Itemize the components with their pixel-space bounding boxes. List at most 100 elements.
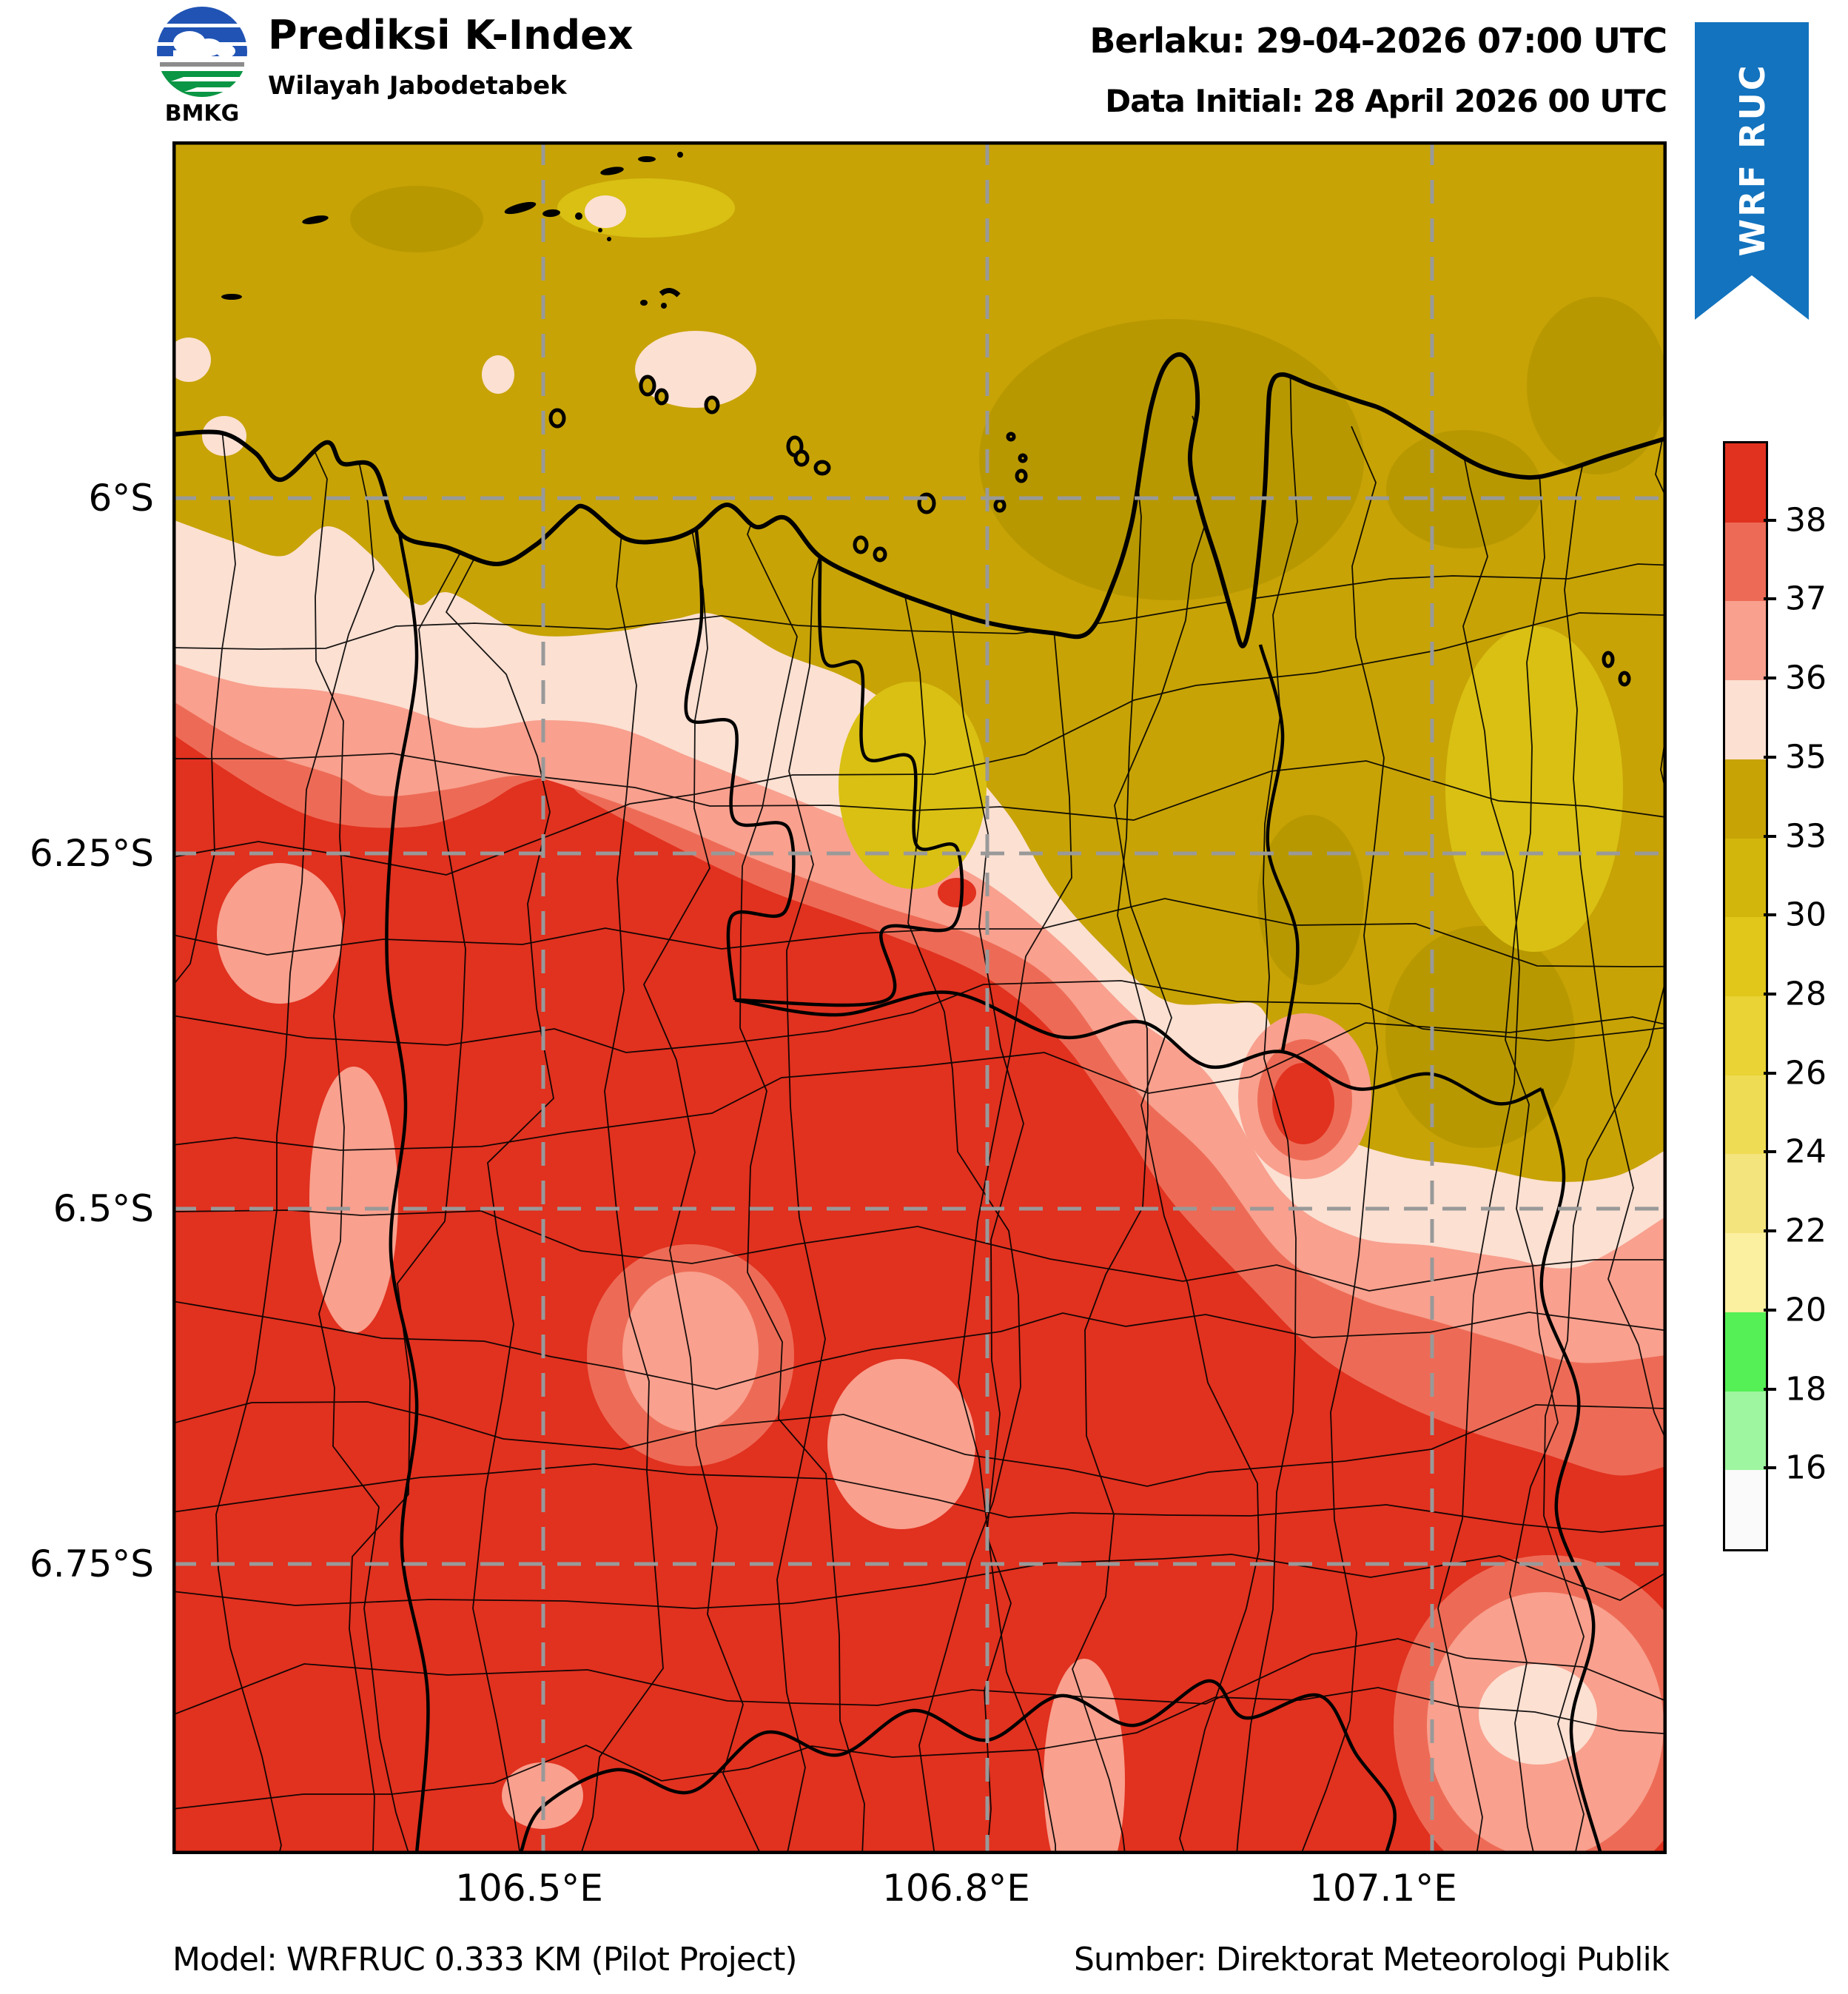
colorbar-tick-label: 38 — [1785, 501, 1827, 540]
colorbar-segment — [1725, 1312, 1766, 1392]
sea-pale-patch — [172, 338, 211, 382]
colorbar-segment — [1725, 996, 1766, 1075]
island-outline — [1006, 432, 1016, 442]
source-footnote: Sumber: Direktorat Meteorologi Publik — [1074, 1941, 1670, 1978]
page-subtitle: Wilayah Jabodetabek — [268, 71, 567, 101]
south-salmon-patch — [622, 1272, 759, 1431]
island-mark — [302, 215, 329, 224]
province-boundary-line — [1539, 1088, 1603, 1854]
province-boundary-line — [684, 507, 796, 1001]
colorbar-tick-label: 20 — [1785, 1291, 1827, 1329]
district-boundary-line — [349, 359, 476, 1854]
district-boundary-line — [1114, 415, 1260, 1854]
colorbar-tick-mark — [1764, 913, 1776, 917]
lat-tick-625S: 6.25°S — [29, 832, 154, 875]
colorbar-tick-mark — [1764, 677, 1776, 680]
island-mark — [677, 152, 683, 158]
colorbar-segment — [1725, 1075, 1766, 1155]
district-boundary-line — [172, 1687, 1667, 1810]
province-boundary-line — [734, 556, 964, 1007]
island-mark — [504, 201, 537, 215]
district-boundary-line — [445, 370, 554, 1854]
province-boundary-line — [1258, 644, 1300, 1053]
island-outline — [639, 375, 656, 397]
olive-dark-patch — [1386, 430, 1542, 548]
small-deep-red-spot — [938, 878, 976, 907]
colorbar-segment — [1725, 1154, 1766, 1234]
colorbar-tick-label: 35 — [1785, 738, 1827, 776]
south-salmon-spot — [502, 1762, 583, 1829]
colorbar-tick-mark — [1764, 1229, 1776, 1233]
island-outline — [704, 395, 720, 414]
east-deep-red-core — [1272, 1063, 1334, 1144]
olive-light-patch — [1445, 626, 1623, 952]
island-outline — [873, 546, 887, 563]
colorbar-tick-mark — [1764, 1466, 1776, 1470]
olive-light-patch — [557, 178, 735, 238]
coastline — [172, 352, 1667, 648]
district-boundary-line — [739, 406, 865, 1854]
colorbar-tick-mark — [1764, 1308, 1776, 1312]
district-boundary-line — [172, 1016, 1667, 1151]
colorbar-tick-label: 33 — [1785, 817, 1827, 856]
colorbar-tick-label: 22 — [1785, 1212, 1827, 1250]
colorbar-tick-mark — [1764, 1150, 1776, 1154]
district-boundary-line — [1072, 427, 1149, 1854]
island-mark — [638, 156, 656, 162]
district-boundary-line — [215, 406, 374, 1854]
province-boundary-line — [518, 1679, 1397, 1854]
district-boundaries — [172, 354, 1667, 1854]
colorbar-segment — [1725, 601, 1766, 681]
district-boundary-line — [172, 1209, 1667, 1292]
district-boundary-line — [172, 563, 1667, 650]
district-boundary-line — [776, 423, 839, 1854]
colorbar-tick-label: 26 — [1785, 1054, 1827, 1092]
ribbon-banner-shape — [1695, 22, 1809, 320]
bmkg-logo-icon — [157, 7, 247, 97]
district-boundary-line — [1543, 404, 1667, 1854]
olive-dark-patch — [1257, 815, 1364, 985]
colorbar-tick-mark — [1764, 597, 1776, 601]
map-canvas — [172, 141, 1667, 1854]
colorbar-tick-mark — [1764, 1071, 1776, 1075]
colorbar-segment — [1725, 1470, 1766, 1550]
lat-tick-65S: 6.5°S — [53, 1187, 154, 1230]
island-mark — [542, 209, 560, 218]
island-mark — [607, 237, 611, 241]
island-mark — [598, 228, 602, 232]
district-boundary-line — [1280, 426, 1385, 1854]
district-boundary-line — [172, 1463, 1667, 1533]
olive-dark-patch — [1527, 297, 1667, 474]
district-boundary-line — [886, 405, 1021, 1854]
colorbar-segment — [1725, 838, 1766, 918]
olive-dark-patch — [350, 186, 483, 252]
sea-pale-patch — [482, 355, 514, 394]
colorbar-tick-mark — [1764, 993, 1776, 996]
colorbar-tick-label: 30 — [1785, 896, 1827, 934]
island-outline — [1618, 671, 1631, 687]
model-ribbon: WRF RUC — [1695, 22, 1809, 320]
colorbar-segment — [1725, 443, 1766, 523]
valid-time-label: Berlaku: 29-04-2026 07:00 UTC — [1089, 21, 1667, 61]
colorbar — [1723, 441, 1768, 1551]
south-salmon-streak — [1044, 1659, 1125, 1854]
island-mark — [221, 294, 242, 300]
island-outline — [993, 498, 1007, 513]
colorbar-tick-label: 28 — [1785, 975, 1827, 1013]
colorbar-segment — [1725, 680, 1766, 759]
sea-pale-patch — [635, 331, 756, 408]
colorbar-tick-mark — [1764, 518, 1776, 522]
colorbar-segment — [1725, 759, 1766, 839]
district-boundary-line — [958, 391, 1072, 1854]
island-mark — [575, 212, 582, 220]
bmkg-logo-label: BMKG — [164, 101, 240, 127]
lat-tick-675S: 6.75°S — [29, 1543, 154, 1585]
district-boundary-line — [1229, 354, 1298, 1854]
colorbar-tick-label: 24 — [1785, 1132, 1827, 1171]
south-pale-core — [1479, 1664, 1597, 1765]
init-time-label: Data Initial: 28 April 2026 00 UTC — [1105, 83, 1667, 119]
district-boundary-line — [172, 1401, 1667, 1487]
island-outline — [853, 535, 869, 554]
district-boundary-line — [642, 403, 767, 1854]
colorbar-segment — [1725, 917, 1766, 997]
